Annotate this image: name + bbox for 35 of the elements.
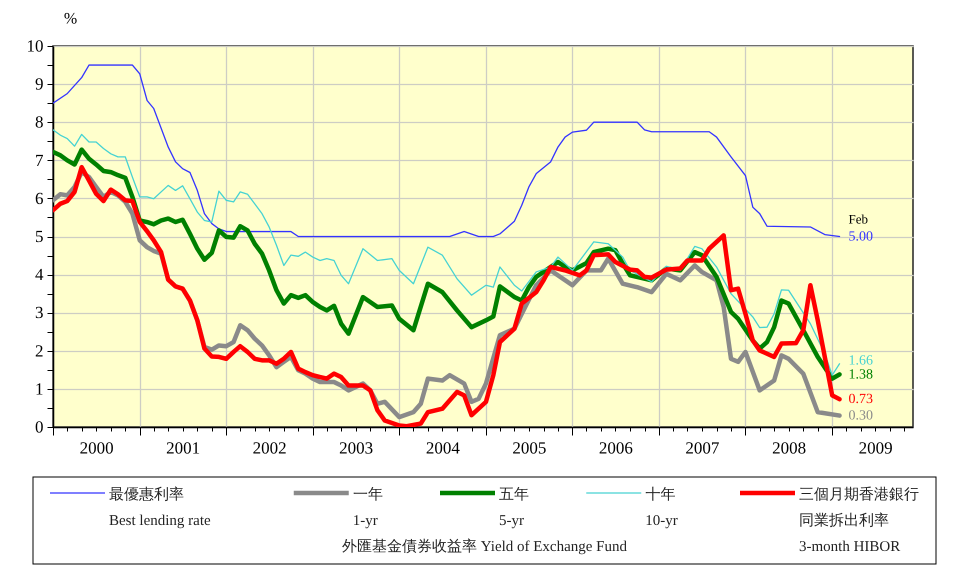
legend-label: 十年 10-yr [645, 486, 678, 529]
legend-title: 外匯基金債券收益率 Yield of Exchange Fund [342, 538, 628, 555]
x-tick-label: 2005 [512, 438, 546, 458]
legend-label: 最優惠利率 Best lending rate [109, 486, 211, 529]
annotation: Feb [848, 212, 868, 226]
y-tick-label: 4 [35, 265, 44, 284]
data-label: 5.00 [848, 230, 874, 244]
x-tick-label: 2007 [685, 438, 720, 458]
x-tick-label: 2008 [772, 438, 806, 458]
y-tick-label: 1 [35, 379, 44, 398]
legend-label: 三個月期香港銀行同業拆出利率 3-month HIBOR [799, 486, 919, 555]
y-axis-title: % [64, 10, 78, 28]
x-tick-label: 2002 [252, 438, 287, 458]
y-tick-label: 3 [35, 303, 44, 322]
x-tick-label: 2004 [426, 438, 460, 458]
x-tick-label: 2000 [80, 438, 114, 458]
y-tick-label: 6 [35, 188, 44, 208]
legend-label: 一年 1-yr [352, 486, 383, 529]
x-tick-label: 2006 [598, 438, 633, 458]
y-tick-label: 7 [35, 150, 44, 170]
data-label: 1.38 [848, 367, 874, 382]
x-tick-label: 2001 [166, 438, 200, 458]
y-tick-label: 9 [35, 74, 44, 94]
y-tick-label: 5 [35, 227, 44, 246]
data-label: 0.73 [848, 392, 874, 408]
data-label: 0.30 [848, 408, 874, 424]
y-tick-label: 10 [26, 36, 44, 56]
line-series [53, 64, 840, 238]
x-tick-label: 2009 [858, 438, 893, 458]
legend-label: 五年 5-yr [499, 486, 529, 529]
y-tick-label: 0 [35, 418, 44, 436]
y-tick-label: 8 [35, 112, 44, 132]
x-tick-label: 2003 [339, 438, 374, 458]
y-tick-label: 2 [35, 341, 44, 360]
data-label: 1.66 [848, 353, 874, 368]
